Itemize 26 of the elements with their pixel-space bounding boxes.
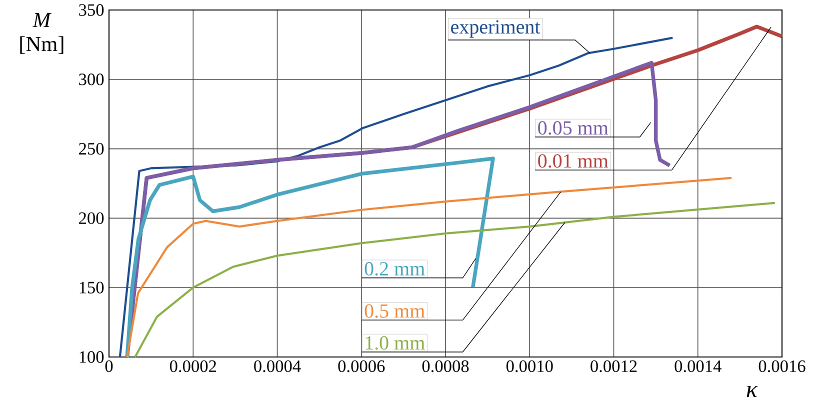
y-tick-label: 200: [79, 212, 104, 224]
text: 0.2 mm: [364, 262, 425, 276]
x-tick-label: 0.0004: [254, 360, 301, 372]
x-tick-label: 0.0012: [590, 360, 637, 372]
y-tick-label: 300: [79, 74, 104, 86]
y-tick-label: 350: [79, 4, 104, 16]
y-tick-label: 250: [79, 142, 104, 155]
series-label: 0.05 mm: [538, 121, 608, 135]
y-tick-label: 100: [80, 351, 104, 363]
x-tick-label: 0.0014: [674, 360, 722, 372]
y-axis-title: M [Nm]: [20, 13, 64, 54]
line-series: [125, 156, 495, 359]
text: 0.5 mm: [364, 304, 425, 318]
x-tick-label: 0.0008: [422, 360, 469, 372]
line-series: [134, 202, 776, 358]
text: 1.0 mm: [366, 336, 425, 350]
x-tick-label: 0.0010: [506, 360, 553, 372]
x-tick-label: 0.0006: [338, 360, 385, 372]
x-tick-label: 0: [105, 360, 113, 372]
x-axis-title: κ: [746, 386, 758, 398]
x-tick-label: 0.0002: [170, 360, 216, 372]
line-series: [126, 176, 733, 358]
x-tick-label: 0.0016: [758, 360, 806, 372]
y-tick-label: 150: [80, 282, 104, 294]
text: 0.01 mm: [538, 154, 608, 168]
series-label: experiment: [451, 20, 540, 38]
